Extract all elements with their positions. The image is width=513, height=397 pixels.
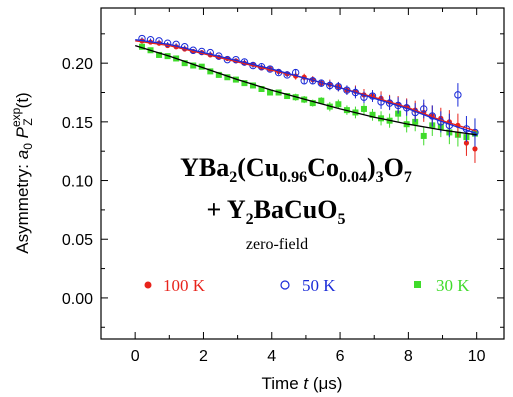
x-tick-label: 4 — [267, 348, 276, 365]
f2-p1: 2 — [246, 211, 254, 228]
f1-p0: YBa — [180, 153, 229, 182]
x-axis-label-var: t — [303, 374, 309, 393]
data-point-50k — [454, 91, 462, 99]
data-point-30k — [267, 89, 274, 96]
series-layer — [138, 34, 479, 163]
f1-p7: 3 — [376, 169, 384, 186]
f1-p1: 2 — [229, 169, 237, 186]
x-axis-label-prefix: Time — [262, 374, 304, 393]
plot-frame — [100, 7, 505, 340]
data-point-30k — [190, 62, 197, 69]
y-axis-label-a: a — [13, 150, 32, 159]
data-point-30k — [215, 71, 222, 78]
y-tick-label: 0.05 — [62, 232, 93, 249]
fit-line-1 — [135, 39, 477, 135]
legend-label-100k: 100 K — [163, 276, 206, 295]
legend: 100 K 50 K 30 K — [144, 276, 470, 295]
data-point-100k — [472, 146, 478, 152]
data-point-30k — [284, 93, 291, 100]
tick-layer: 0 2 4 6 8 10 0.00 0.05 0.10 0.15 0.20 — [62, 8, 504, 365]
y-axis-label-p-sup: exp — [9, 107, 23, 127]
y-tick-label: 0.20 — [62, 56, 93, 73]
y-axis-label-p-sub: Z — [21, 118, 35, 125]
data-point-30k — [318, 97, 325, 104]
fit-layer — [135, 39, 477, 136]
fit-line-0 — [135, 40, 477, 132]
fit-line-2 — [135, 44, 477, 136]
f1-p5: 0.04 — [339, 169, 367, 186]
y-axis-label-arg: (t) — [13, 92, 32, 108]
data-point-100k — [463, 140, 470, 146]
data-point-30k — [369, 111, 376, 118]
f1-p2: (Cu — [237, 153, 279, 182]
y-axis-label-a-sub: 0 — [21, 143, 35, 150]
data-point-30k — [241, 80, 248, 87]
y-tick-label: 0.00 — [62, 291, 93, 308]
data-point-30k — [335, 101, 342, 108]
x-tick-label: 6 — [336, 348, 345, 365]
legend-marker-50k — [280, 280, 290, 290]
f1-p6: ) — [367, 153, 376, 182]
x-tick-label: 8 — [404, 348, 413, 365]
y-tick-label: 0.10 — [62, 174, 93, 191]
f1-p8: O — [384, 153, 404, 182]
data-point-30k — [249, 82, 256, 89]
f2-p0: + Y — [207, 195, 246, 224]
y-axis-label-p: P — [13, 126, 32, 138]
data-point-30k — [181, 60, 188, 67]
data-point-30k — [207, 68, 214, 75]
condition-label: zero-field — [246, 236, 308, 253]
data-point-30k — [258, 85, 265, 92]
legend-marker-30k — [414, 281, 421, 288]
data-point-30k — [420, 132, 427, 139]
data-point-30k — [138, 43, 145, 50]
data-point-50k — [420, 105, 428, 113]
data-point-30k — [224, 74, 231, 81]
y-tick-label: 0.15 — [62, 115, 93, 132]
legend-marker-100k — [144, 281, 152, 289]
f2-p3: 5 — [337, 211, 345, 228]
legend-label-50k: 50 K — [302, 276, 336, 295]
y-axis-label: Asymmetry: a0 PexpZ (t) — [9, 92, 35, 253]
data-point-30k — [360, 105, 367, 112]
formula-line1: YBa2(Cu0.96Co0.04)3O7 — [180, 153, 412, 186]
x-tick-label: 10 — [468, 348, 486, 365]
f1-p3: 0.96 — [279, 169, 307, 186]
x-axis-label: Time t (μs) — [262, 374, 343, 393]
formula-line2: + Y2BaCuO5 — [207, 195, 346, 228]
f2-p2: BaCuO — [254, 195, 338, 224]
x-axis-label-suffix: (μs) — [308, 374, 342, 393]
y-axis-label-prefix: Asymmetry: — [13, 159, 32, 253]
x-tick-label: 2 — [199, 348, 208, 365]
data-point-30k — [309, 100, 316, 107]
legend-label-30k: 30 K — [436, 276, 470, 295]
f1-p4: Co — [307, 153, 339, 182]
data-point-30k — [156, 51, 163, 58]
f1-p9: 7 — [404, 169, 412, 186]
x-tick-label: 0 — [131, 348, 140, 365]
